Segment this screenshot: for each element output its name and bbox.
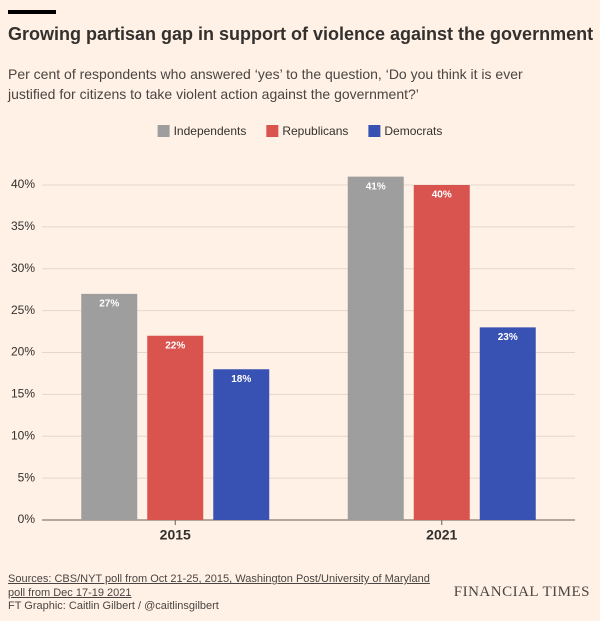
y-tick-label: 20% (11, 345, 35, 359)
y-tick-label: 5% (18, 470, 36, 484)
bar (347, 176, 404, 520)
logo: FINANCIAL TIMES (453, 584, 590, 600)
chart-title: Growing partisan gap in support of viole… (8, 24, 593, 44)
legend-swatch (157, 125, 170, 137)
bar (479, 327, 536, 520)
x-tick-label: 2015 (160, 527, 191, 543)
bar (213, 369, 270, 520)
y-tick-label: 25% (11, 303, 35, 317)
legend-swatch (368, 125, 381, 137)
bar (81, 293, 138, 520)
top-rule (8, 10, 56, 14)
value-label: 27% (99, 299, 119, 310)
y-tick-label: 30% (11, 261, 35, 275)
value-label: 22% (165, 340, 185, 351)
source: Sources: CBS/NYT poll from Oct 21-25, 20… (8, 573, 430, 599)
bar (413, 185, 470, 520)
x-tick-label: 2021 (426, 527, 457, 543)
y-tick-label: 10% (11, 428, 35, 442)
y-tick-label: 40% (11, 177, 35, 191)
legend-label: Independents (174, 124, 247, 138)
legend-label: Republicans (282, 124, 348, 138)
legend-swatch (266, 125, 279, 137)
legend-label: Democrats (384, 124, 442, 138)
bar (147, 335, 204, 520)
y-tick-label: 0% (18, 512, 36, 526)
credit: FT Graphic: Caitlin Gilbert / @caitlinsg… (8, 600, 219, 612)
chart-subtitle: Per cent of respondents who answered ‘ye… (8, 66, 523, 102)
value-label: 18% (231, 374, 251, 385)
value-label: 41% (366, 181, 386, 192)
y-tick-label: 35% (11, 219, 35, 233)
value-label: 23% (498, 332, 518, 343)
y-tick-label: 15% (11, 387, 35, 401)
value-label: 40% (432, 190, 452, 201)
